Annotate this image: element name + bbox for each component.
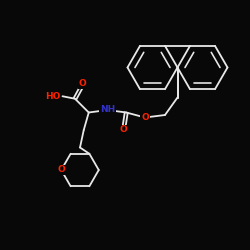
Text: NH: NH: [100, 106, 115, 114]
Text: O: O: [141, 113, 149, 122]
Text: O: O: [120, 126, 128, 134]
Text: HO: HO: [44, 92, 60, 101]
Text: O: O: [78, 79, 86, 88]
Text: O: O: [57, 166, 65, 174]
